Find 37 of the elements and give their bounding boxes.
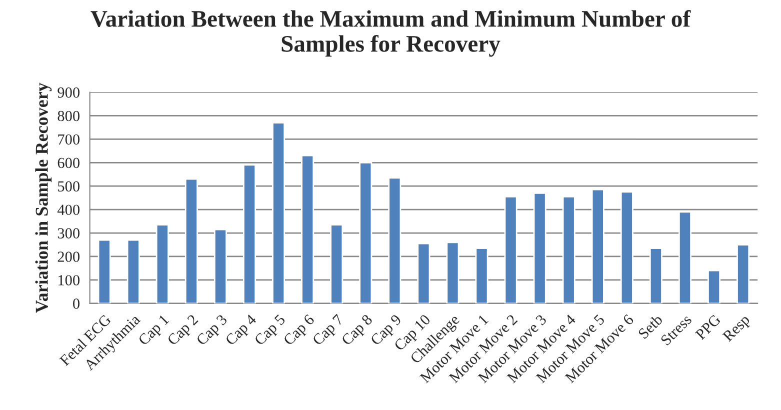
bar <box>736 244 750 304</box>
y-tick-label: 200 <box>58 252 80 262</box>
chart-title: Variation Between the Maximum and Minimum Number of Samples for Recovery <box>90 10 691 57</box>
bar <box>475 248 488 304</box>
y-tick-label: 500 <box>58 181 80 192</box>
bar <box>620 191 634 304</box>
bar <box>126 239 140 304</box>
bar <box>678 211 692 304</box>
bar <box>591 188 604 304</box>
y-tick-label: 700 <box>58 134 80 145</box>
y-tick-label: 900 <box>58 87 80 98</box>
bar <box>214 228 227 304</box>
bar <box>562 196 576 304</box>
y-tick-label: 100 <box>58 275 80 286</box>
y-tick-label: 800 <box>58 110 80 122</box>
y-tick-label: 300 <box>58 228 80 238</box>
bar <box>446 242 460 304</box>
x-tick-label: Resp <box>722 314 752 344</box>
bar <box>242 164 256 304</box>
bar <box>330 224 344 304</box>
y-tick-label: 0 <box>73 298 80 309</box>
bar <box>417 242 430 304</box>
y-tick-label: 600 <box>58 158 80 168</box>
bar <box>156 224 169 304</box>
x-tick-label: PPG <box>694 314 722 340</box>
bar <box>504 196 518 304</box>
bar <box>533 192 546 304</box>
bar <box>388 177 402 304</box>
y-tick-label: 400 <box>57 204 80 216</box>
bar <box>649 248 662 304</box>
y-axis-title: Variation in Sample Recovery <box>35 82 52 313</box>
bar <box>98 239 111 304</box>
bar <box>359 162 372 304</box>
bar <box>708 270 721 304</box>
bar <box>272 122 286 304</box>
bar <box>184 178 198 304</box>
bar <box>301 154 314 304</box>
